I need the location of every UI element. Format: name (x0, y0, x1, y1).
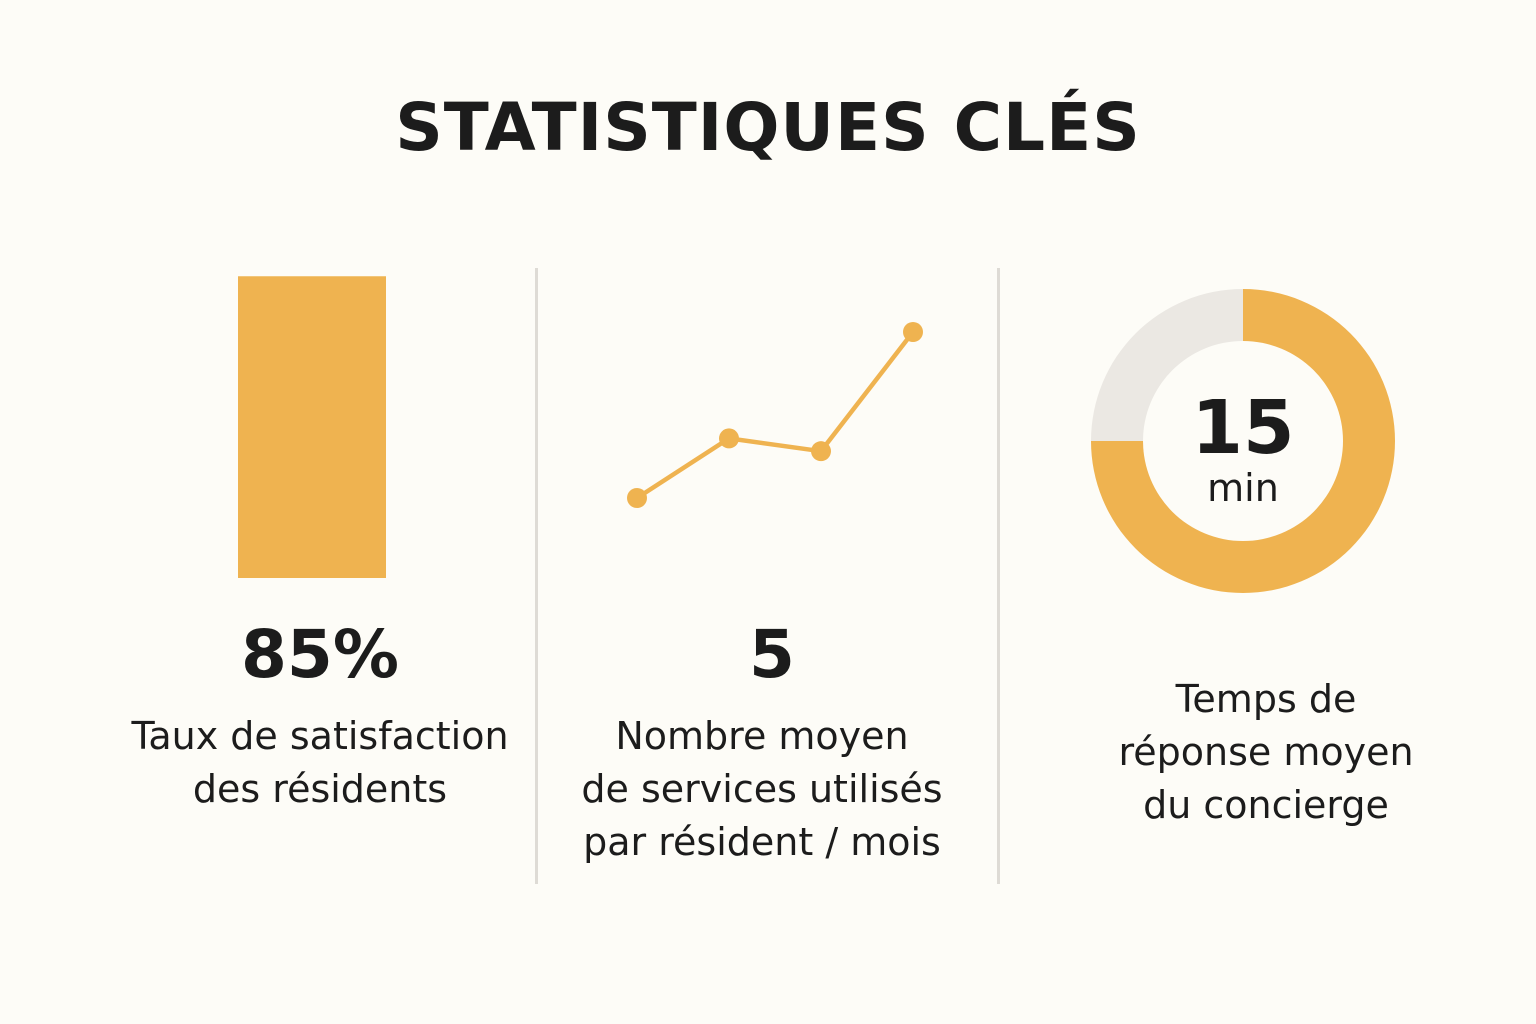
donut-slices (1091, 289, 1395, 593)
caption-line: Taux de satisfaction (131, 714, 509, 758)
line-point (719, 428, 739, 449)
donut-slice-rest (1091, 289, 1243, 441)
satisfaction-bar-chart (238, 276, 386, 578)
caption-line: réponse moyen (1118, 730, 1414, 774)
divider-right (997, 268, 1000, 884)
caption-line: Temps de (1175, 677, 1357, 721)
response-time-unit: min (1207, 466, 1279, 510)
caption-line: des résidents (192, 767, 448, 811)
donut-slice-main (1091, 289, 1395, 593)
response-time-caption: Temps de réponse moyen du concierge (1016, 673, 1516, 832)
satisfaction-bar (238, 276, 386, 578)
services-value: 5 (749, 616, 795, 693)
response-time-value: 15 (1191, 385, 1295, 471)
caption-line: de services utilisés (581, 767, 943, 811)
services-line-chart (627, 322, 923, 508)
caption-line: Nombre moyen (615, 714, 909, 758)
caption-line: par résident / mois (583, 820, 941, 864)
line-point (627, 488, 647, 508)
line-point (811, 441, 831, 462)
satisfaction-value: 85% (241, 616, 399, 693)
page-title: STATISTIQUES CLÉS (395, 89, 1141, 166)
services-points (627, 322, 923, 508)
services-caption: Nombre moyen de services utilisés par ré… (512, 710, 1012, 869)
satisfaction-caption: Taux de satisfaction des résidents (70, 710, 570, 816)
line-point (903, 322, 923, 342)
response-time-donut (1091, 289, 1395, 593)
divider-left (535, 268, 538, 884)
caption-line: du concierge (1143, 783, 1389, 827)
services-line (634, 329, 916, 501)
